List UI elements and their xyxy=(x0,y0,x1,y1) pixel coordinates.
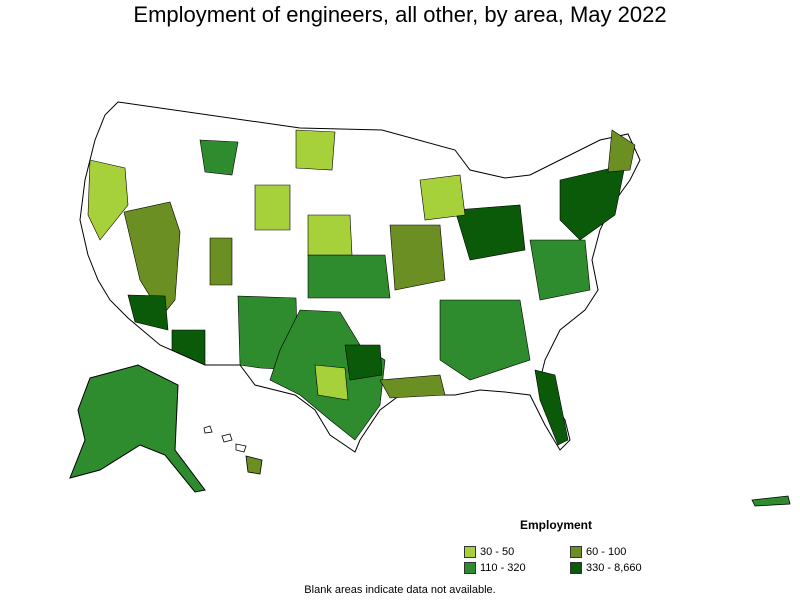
east-texas-region xyxy=(344,344,383,381)
alaska xyxy=(69,364,206,493)
legend-label: 30 - 50 xyxy=(480,546,515,558)
midwest-region xyxy=(389,224,446,291)
ohio-valley-region xyxy=(454,204,526,261)
region-shading xyxy=(87,129,636,446)
legend-label: 330 - 8,660 xyxy=(586,562,642,574)
wyoming-region xyxy=(254,184,291,231)
legend-label: 110 - 320 xyxy=(480,562,526,574)
colorado-region xyxy=(307,214,353,256)
kansas-region xyxy=(307,254,391,299)
west-coast-region xyxy=(87,159,129,241)
gulf-coast-region xyxy=(379,374,446,399)
footnote: Blank areas indicate data not available. xyxy=(304,584,496,596)
map-title: Employment of engineers, all other, by a… xyxy=(133,2,667,27)
central-texas-region xyxy=(314,364,349,401)
puerto-rico xyxy=(751,495,791,507)
legend-item-330-8660: 330 - 8,660 xyxy=(570,562,642,574)
great-lakes-region xyxy=(419,174,466,221)
florida-region xyxy=(534,369,569,446)
hawaii xyxy=(203,425,263,475)
mid-atlantic-region xyxy=(529,239,591,301)
maine-region xyxy=(607,129,636,173)
legend-item-60-100: 60 - 100 xyxy=(570,546,626,558)
arizona-region xyxy=(171,329,206,366)
legend-swatch xyxy=(570,562,582,574)
legend-item-110-320: 110 - 320 xyxy=(464,562,526,574)
idaho-region xyxy=(199,139,239,176)
socal-region xyxy=(127,294,169,331)
montana-east-region xyxy=(295,129,336,171)
nevada-region xyxy=(123,201,181,317)
legend-swatch xyxy=(570,546,582,558)
southeast-region xyxy=(439,299,531,381)
utah-region xyxy=(209,237,233,286)
legend-swatch xyxy=(464,562,476,574)
legend-label: 60 - 100 xyxy=(586,546,627,558)
legend-item-30-50: 30 - 50 xyxy=(464,546,514,558)
legend-swatch xyxy=(464,546,476,558)
legend-title: Employment xyxy=(520,518,593,532)
